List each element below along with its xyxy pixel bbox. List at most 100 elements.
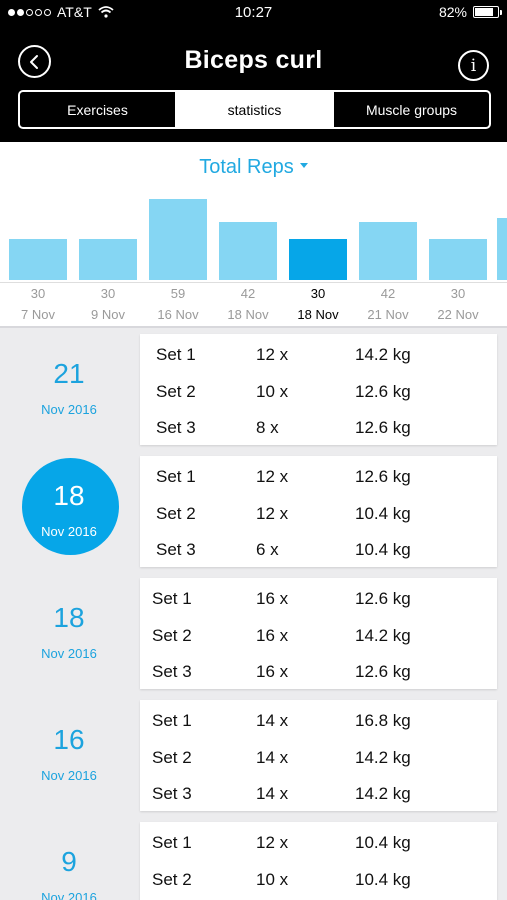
set-weight: 14.2 kg	[355, 784, 411, 804]
sets-card: Set 1 12 x 14.2 kg Set 2 10 x 12.6 kg Set 3 8 x…	[140, 334, 497, 445]
workout-day[interactable]: 9 Nov 2016 Set 1 12 x 10.4 kg Set 2 10 x 10.4 k…	[0, 816, 507, 900]
bar-date-label: 16 Nov	[157, 307, 199, 322]
bar-value-label: 30	[310, 286, 326, 301]
set-name: Set 3	[152, 662, 192, 682]
workout-month-year: Nov 2016	[41, 524, 97, 539]
chart-bar[interactable]	[79, 239, 137, 280]
tab-statistics[interactable]: statistics	[177, 92, 334, 127]
set-row: Set 2 16 x 14.2 kg	[140, 617, 497, 653]
set-name: Set 1	[152, 833, 192, 852]
set-row: Set 1 12 x 12.6 kg	[140, 458, 497, 494]
workout-day[interactable]: 16 Nov 2016 Set 1 14 x 16.8 kg Set 2 14 x 14.2 …	[0, 694, 507, 816]
bar-value-label: 42	[380, 286, 396, 301]
set-reps: 12 x	[256, 833, 289, 852]
date-column: 16 Nov 2016	[0, 694, 140, 806]
set-reps: 14 x	[256, 747, 289, 767]
workout-day[interactable]: 18 Nov 2016 Set 1 12 x 12.6 kg Set 2 12 x 10.4 …	[0, 450, 507, 572]
carrier-label: AT&T	[57, 4, 92, 20]
workout-day-number: 18	[53, 602, 85, 633]
set-row: Set 2 10 x 10.4 kg	[140, 861, 497, 897]
workout-list: 21 Nov 2016 Set 1 12 x 14.2 kg Set 2 10 x 12.6 …	[0, 328, 507, 900]
segmented-tabs: Exercises statistics Muscle groups	[18, 90, 491, 129]
selected-date-highlight	[22, 458, 119, 555]
set-weight: 10.4 kg	[355, 503, 411, 523]
info-button[interactable]: i	[458, 50, 489, 81]
set-name: Set 2	[152, 747, 192, 767]
metric-selector[interactable]: Total Reps	[0, 156, 507, 179]
set-weight: 12.6 kg	[355, 418, 411, 438]
clock: 10:27	[234, 4, 273, 21]
bar-value-label: 30	[450, 286, 466, 301]
set-row: Set 2 10 x 12.6 kg	[140, 373, 497, 409]
chart-bar[interactable]	[9, 239, 67, 280]
set-name: Set 3	[156, 418, 196, 438]
set-weight: 12.6 kg	[355, 662, 411, 682]
set-name: Set 3	[152, 784, 192, 804]
set-reps: 16 x	[256, 625, 289, 645]
set-reps: 10 x	[256, 869, 289, 889]
set-name: Set 1	[152, 711, 192, 730]
bar-value-label: 30	[30, 286, 46, 301]
back-button[interactable]	[18, 45, 51, 78]
set-name: Set 2	[156, 503, 196, 523]
chart-bar[interactable]	[429, 239, 487, 280]
chart-bar[interactable]	[219, 222, 277, 280]
chart-bar[interactable]	[149, 199, 207, 280]
workout-day-number: 21	[53, 358, 85, 389]
set-name: Set 1	[152, 589, 192, 608]
chart-bar[interactable]	[359, 222, 417, 280]
bar-date-label: 9 Nov	[91, 307, 125, 322]
tab-muscle-groups[interactable]: Muscle groups	[365, 101, 458, 118]
sets-card: Set 1 14 x 16.8 kg Set 2 14 x 14.2 kg Set 3 14 …	[140, 700, 497, 811]
workout-month-year: Nov 2016	[41, 890, 97, 900]
date-column: 18 Nov 2016	[0, 572, 140, 684]
set-name: Set 2	[156, 381, 196, 401]
bar-date-label: 18 Nov	[227, 307, 269, 322]
set-reps: 6 x	[256, 540, 279, 560]
workout-day[interactable]: 18 Nov 2016 Set 1 16 x 12.6 kg Set 2 16 x 14.2 …	[0, 572, 507, 694]
set-row: Set 1 12 x 14.2 kg	[140, 336, 497, 372]
signal-icon	[8, 8, 51, 16]
set-reps: 14 x	[256, 711, 289, 730]
sets-card: Set 1 12 x 12.6 kg Set 2 12 x 10.4 kg Set 3 6 x…	[140, 456, 497, 567]
workout-month-year: Nov 2016	[41, 646, 97, 661]
tab-exercises[interactable]: Exercises	[20, 92, 177, 127]
battery-percent: 82%	[438, 4, 467, 20]
set-name: Set 3	[156, 540, 196, 560]
chart-baseline	[0, 282, 507, 283]
date-column: 18 Nov 2016	[0, 450, 140, 562]
sets-card: Set 1 12 x 10.4 kg Set 2 10 x 10.4 kg	[140, 822, 497, 900]
bar-value-label: 42	[240, 286, 256, 301]
bar-date-label: 18 Nov	[297, 307, 339, 322]
workout-day-number: 16	[53, 724, 85, 755]
set-weight: 10.4 kg	[355, 540, 411, 560]
set-weight: 14.2 kg	[355, 747, 411, 767]
set-reps: 12 x	[256, 467, 289, 486]
workout-month-year: Nov 2016	[41, 768, 97, 783]
metric-label: Total Reps	[199, 156, 294, 178]
workout-day[interactable]: 21 Nov 2016 Set 1 12 x 14.2 kg Set 2 10 x 12.6 …	[0, 328, 507, 450]
set-weight: 12.6 kg	[355, 467, 411, 486]
status-right: 82%	[438, 4, 502, 20]
set-row: Set 2 12 x 10.4 kg	[140, 495, 497, 531]
bar-date-label: 7 Nov	[21, 307, 55, 322]
set-name: Set 1	[156, 345, 196, 364]
status-bar: AT&T 10:27 82%	[0, 0, 507, 26]
date-column: 21 Nov 2016	[0, 328, 140, 440]
set-row: Set 3 6 x 10.4 kg	[140, 531, 497, 567]
set-reps: 10 x	[256, 381, 289, 401]
caret-down-icon	[299, 163, 308, 169]
wifi-icon	[98, 6, 114, 18]
app-header: Biceps curl i Exercises statistics Muscl…	[0, 26, 507, 142]
set-name: Set 1	[156, 467, 196, 486]
set-row: Set 1 12 x 10.4 kg	[140, 824, 497, 860]
set-weight: 14.2 kg	[355, 345, 411, 364]
set-name: Set 2	[152, 869, 192, 889]
chart-bar[interactable]	[289, 239, 347, 280]
set-weight: 16.8 kg	[355, 711, 411, 730]
bar-value-label: 30	[100, 286, 116, 301]
stats-panel: Total Reps 30 7 Nov 30 9 Nov 59 16 Nov 42 18 No…	[0, 142, 507, 328]
set-reps: 12 x	[256, 345, 289, 364]
set-row: Set 3 14 x 14.2 kg	[140, 775, 497, 811]
sets-card: Set 1 16 x 12.6 kg Set 2 16 x 14.2 kg Set 3 16 …	[140, 578, 497, 689]
